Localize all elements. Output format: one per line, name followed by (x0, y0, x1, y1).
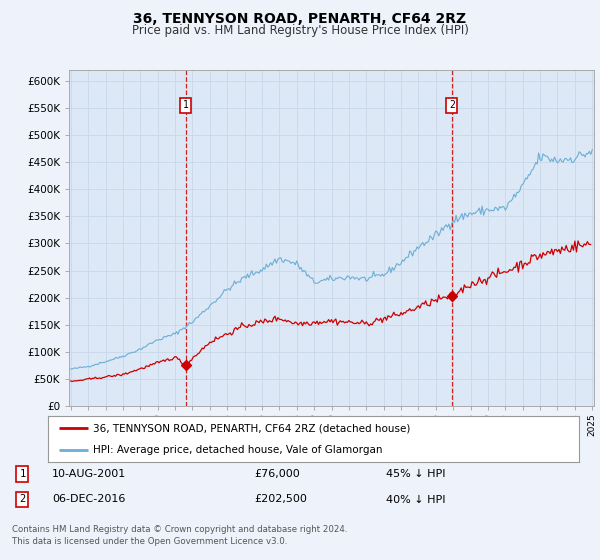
Text: Price paid vs. HM Land Registry's House Price Index (HPI): Price paid vs. HM Land Registry's House … (131, 24, 469, 36)
Text: 2: 2 (19, 494, 25, 505)
Text: 06-DEC-2016: 06-DEC-2016 (52, 494, 125, 505)
Text: HPI: Average price, detached house, Vale of Glamorgan: HPI: Average price, detached house, Vale… (93, 445, 383, 455)
Text: £202,500: £202,500 (254, 494, 307, 505)
Text: 40% ↓ HPI: 40% ↓ HPI (386, 494, 446, 505)
Text: 2: 2 (449, 100, 455, 110)
Text: 10-AUG-2001: 10-AUG-2001 (52, 469, 127, 479)
Text: 36, TENNYSON ROAD, PENARTH, CF64 2RZ (detached house): 36, TENNYSON ROAD, PENARTH, CF64 2RZ (de… (93, 423, 410, 433)
Text: £76,000: £76,000 (254, 469, 299, 479)
Text: 36, TENNYSON ROAD, PENARTH, CF64 2RZ: 36, TENNYSON ROAD, PENARTH, CF64 2RZ (133, 12, 467, 26)
Text: 1: 1 (19, 469, 25, 479)
Text: Contains HM Land Registry data © Crown copyright and database right 2024.
This d: Contains HM Land Registry data © Crown c… (12, 525, 347, 546)
Text: 45% ↓ HPI: 45% ↓ HPI (386, 469, 446, 479)
Text: 1: 1 (182, 100, 188, 110)
